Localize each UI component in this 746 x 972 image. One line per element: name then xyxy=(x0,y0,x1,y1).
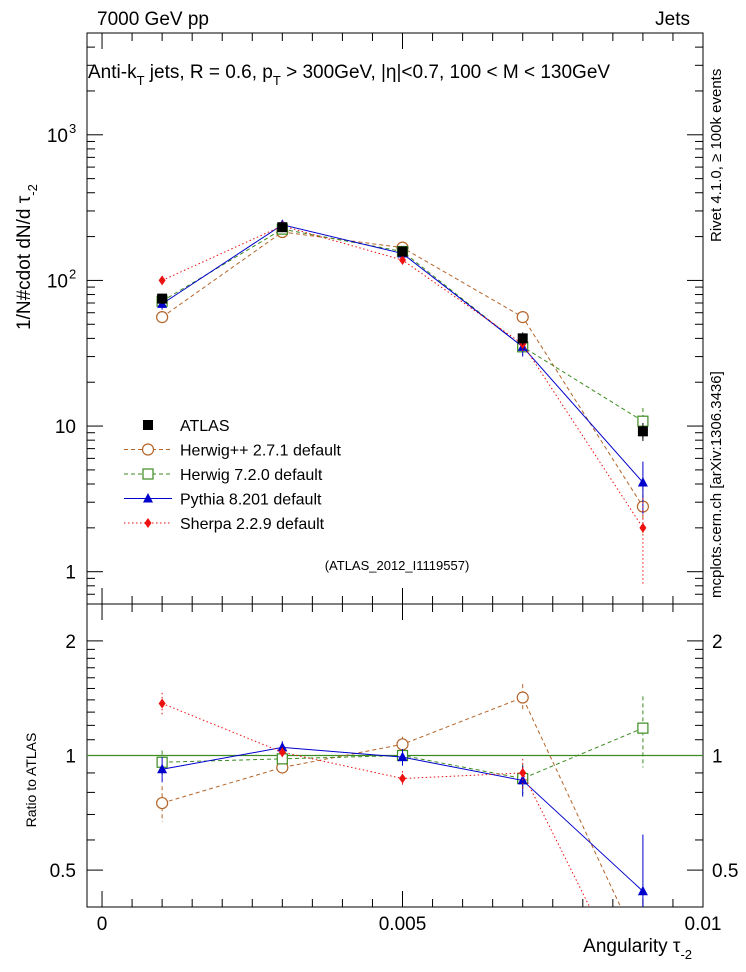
ratio-point xyxy=(396,738,409,751)
main-y-axis-label: 1/N#cdot dN/d τ-2 xyxy=(14,184,40,330)
main-y-tick-label: 10 xyxy=(47,126,68,147)
legend-label: Herwig++ 2.7.1 default xyxy=(180,443,342,460)
legend-marker xyxy=(143,420,153,430)
legend-marker xyxy=(143,493,153,503)
header-left-label: 7000 GeV pp xyxy=(97,9,209,30)
data-point xyxy=(637,476,648,487)
x-axis-label: Angularity τ-2 xyxy=(583,936,692,962)
series-line xyxy=(161,231,644,507)
data-point xyxy=(637,426,648,437)
legend-marker xyxy=(144,518,152,528)
main-series-group xyxy=(156,219,650,586)
ratio-point xyxy=(397,751,408,762)
main-y-tick-label: 1 xyxy=(65,563,76,584)
x-tick-label: 0.005 xyxy=(379,914,427,935)
data-point xyxy=(156,310,169,324)
data-point xyxy=(639,522,647,533)
ratio-axes: 0.5 0.5 1 1 2 2 0 0.005 0.01 xyxy=(50,604,738,935)
ratio-y-tick-label-right: 2 xyxy=(712,632,723,653)
legend-marker xyxy=(142,468,154,480)
legend: ATLAS Herwig++ 2.7.1 default Herwig 7.2.0 … xyxy=(124,418,342,533)
ratio-y-tick-label: 1 xyxy=(65,747,76,768)
ratio-series-herwig-2-7-1-default xyxy=(156,684,622,907)
x-tick-label: 0 xyxy=(97,914,108,935)
ratio-series-group xyxy=(156,684,649,907)
data-point xyxy=(517,333,528,344)
ratio-point xyxy=(277,741,288,752)
legend-marker xyxy=(141,443,155,456)
data-point xyxy=(277,222,288,233)
rivet-label: Rivet 4.1.0, ≥ 100k events xyxy=(708,69,725,242)
ratio-point xyxy=(278,747,286,758)
ratio-point xyxy=(158,698,166,709)
data-point xyxy=(399,255,407,266)
ratio-point xyxy=(519,767,527,778)
main-y-tick-exponent: 3 xyxy=(69,121,76,136)
ratio-y-tick-label-right: 0.5 xyxy=(712,861,738,882)
ratio-point xyxy=(156,796,169,810)
series-atlas xyxy=(157,222,648,441)
data-point xyxy=(158,275,166,286)
main-y-tick-exponent: 2 xyxy=(69,266,76,281)
legend-label: ATLAS xyxy=(180,418,230,435)
data-point xyxy=(157,293,168,304)
ratio-y-axis-label: Ratio to ATLAS xyxy=(23,733,39,828)
ratio-y-tick-label: 0.5 xyxy=(50,861,76,882)
data-point xyxy=(397,246,408,257)
ratio-y-tick-label: 2 xyxy=(65,632,76,653)
ratio-point xyxy=(399,773,407,784)
legend-label: Pythia 8.201 default xyxy=(180,492,322,509)
main-y-tick-label: 10 xyxy=(55,417,76,438)
header-right-label: Jets xyxy=(655,9,690,30)
legend-label: Herwig 7.2.0 default xyxy=(180,467,323,484)
ratio-point xyxy=(637,722,649,734)
x-tick-label: 0.01 xyxy=(685,914,722,935)
ratio-point xyxy=(637,885,648,896)
main-y-tick-label: 10 xyxy=(47,271,68,292)
mcplots-label: mcplots.cern.ch [arXiv:1306.3436] xyxy=(708,371,725,598)
series-herwig-2-7-1-default xyxy=(156,225,650,535)
data-point xyxy=(516,310,529,324)
plot-title: Anti-kT jets, R = 0.6, pT > 300GeV, |η|<… xyxy=(88,62,610,88)
ratio-series-sherpa-2-2-9-default xyxy=(158,692,591,907)
ratio-y-tick-label-right: 1 xyxy=(712,747,723,768)
ratio-point xyxy=(157,763,168,774)
ratio-point xyxy=(516,691,529,704)
analysis-watermark: (ATLAS_2012_I1119557) xyxy=(325,558,470,573)
legend-label: Sherpa 2.2.9 default xyxy=(180,516,325,533)
